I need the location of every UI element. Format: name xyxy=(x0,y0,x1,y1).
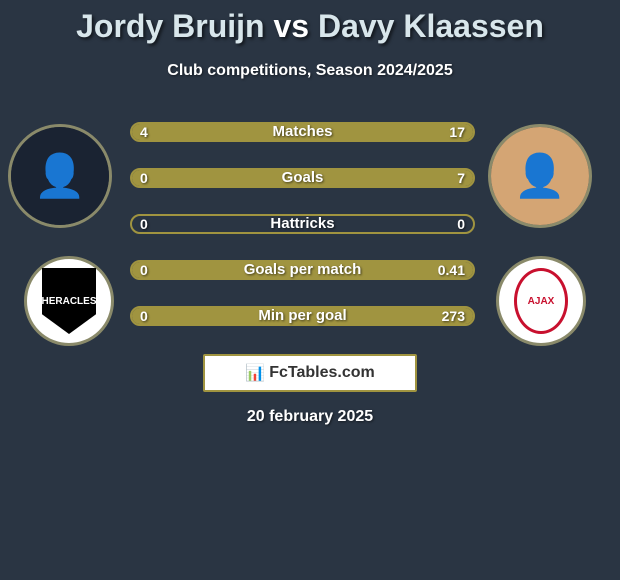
player1-avatar: 👤 xyxy=(8,124,112,228)
person-icon: 👤 xyxy=(491,127,589,225)
page-title: Jordy Bruijn vs Davy Klaassen xyxy=(0,8,620,45)
stat-row: 07Goals xyxy=(130,168,475,188)
chart-icon: 📊 xyxy=(245,363,265,383)
stat-label: Min per goal xyxy=(130,306,475,326)
stat-label: Matches xyxy=(130,122,475,142)
comparison-card: Jordy Bruijn vs Davy Klaassen Club compe… xyxy=(0,0,620,580)
ajax-shield-icon: AJAX xyxy=(502,262,580,340)
stat-row: 0273Min per goal xyxy=(130,306,475,326)
club-short-right: AJAX xyxy=(528,296,555,307)
watermark: 📊 FcTables.com xyxy=(203,354,417,392)
heracles-shield-icon: HERACLES xyxy=(30,262,108,340)
title-player2: Davy Klaassen xyxy=(318,8,544,44)
player2-club-badge: AJAX xyxy=(496,256,586,346)
stat-label: Goals per match xyxy=(130,260,475,280)
club-short-left: HERACLES xyxy=(42,268,96,334)
date-text: 20 february 2025 xyxy=(0,408,620,426)
person-icon: 👤 xyxy=(11,127,109,225)
player1-club-badge: HERACLES xyxy=(24,256,114,346)
stat-label: Goals xyxy=(130,168,475,188)
stat-bars: 417Matches 07Goals 00Hattricks 00.41Goals p… xyxy=(130,122,475,326)
title-player1: Jordy Bruijn xyxy=(76,8,264,44)
subtitle-text: Club competitions, Season 2024/2025 xyxy=(0,62,620,80)
stat-row: 00Hattricks xyxy=(130,214,475,234)
title-vs: vs xyxy=(265,8,318,44)
player2-avatar: 👤 xyxy=(488,124,592,228)
stat-row: 417Matches xyxy=(130,122,475,142)
stat-label: Hattricks xyxy=(130,214,475,234)
watermark-text: FcTables.com xyxy=(269,364,375,382)
stat-row: 00.41Goals per match xyxy=(130,260,475,280)
